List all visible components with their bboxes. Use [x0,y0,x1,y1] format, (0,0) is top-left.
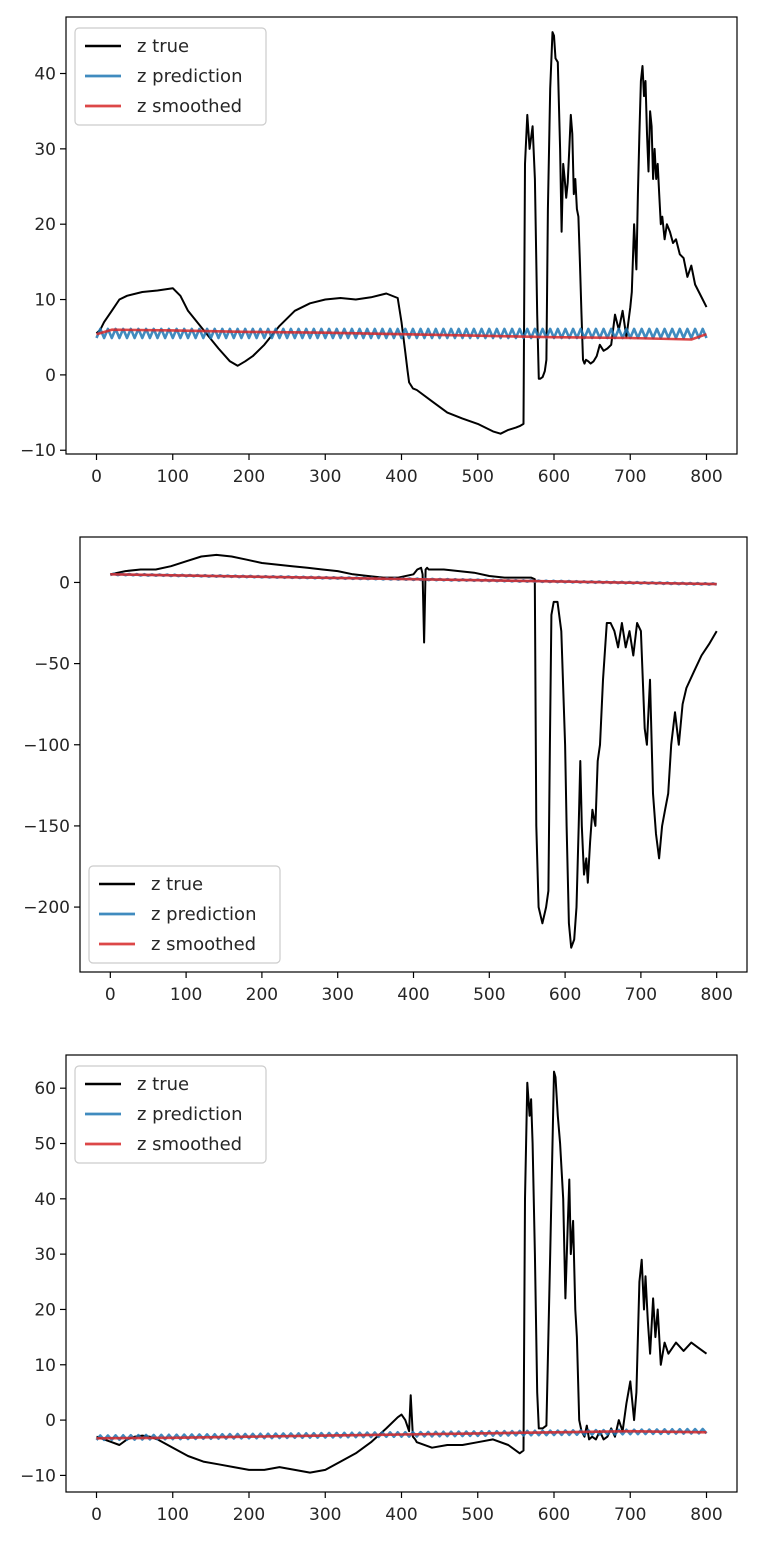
x-tick-label: 400 [397,985,429,1005]
legend-box [88,865,281,964]
series-line-z-smoothed [96,328,707,341]
legend-label-z-smoothed: z smoothed [137,1134,242,1155]
x-tick-label: 700 [625,985,657,1005]
x-tick-label: 300 [321,985,353,1005]
series-line-z-smoothed [110,573,717,586]
y-tick-label: 0 [45,366,56,386]
x-tick-label: 300 [309,467,341,487]
x-tick-label: 100 [157,467,189,487]
y-tick-label: 30 [34,1245,56,1265]
x-tick-label: 800 [690,467,722,487]
y-tick-label: 0 [45,1411,56,1431]
x-tick-label: 700 [614,1505,646,1525]
y-tick-label: 20 [34,215,56,235]
legend-label-z-prediction: z prediction [151,904,256,925]
x-tick-label: 0 [91,467,102,487]
x-tick-label: 100 [157,1505,189,1525]
x-tick-label: 100 [170,985,202,1005]
legend-label-z-smoothed: z smoothed [151,934,256,955]
legend-label-z-true: z true [151,874,203,895]
legend-label-z-true: z true [137,36,189,57]
y-tick-label: 10 [34,1356,56,1376]
x-tick-label: 200 [233,467,265,487]
legend-label-z-true: z true [137,1074,189,1095]
y-tick-label: 50 [34,1135,56,1155]
x-tick-label: 700 [614,467,646,487]
series-line-z-true [110,553,718,949]
series-line-z-smoothed [96,1429,707,1440]
x-tick-label: 200 [246,985,278,1005]
legend-box [74,27,267,126]
x-tick-label: 600 [549,985,581,1005]
chart-2: 0 100 200 300 400 500 600 700 800 −200 −150 −100 −50… [23,536,748,1005]
chart-1: 0 100 200 300 400 500 600 700 800 −10 0 10 20 30 40 z t… [20,16,738,487]
legend-label-z-smoothed: z smoothed [137,96,242,117]
legend-label-z-prediction: z prediction [137,1104,242,1125]
x-tick-label: 0 [91,1505,102,1525]
y-tick-label: 20 [34,1300,56,1320]
y-tick-label: −10 [20,441,56,461]
y-tick-label: −200 [23,898,70,918]
y-tick-label: 40 [34,65,56,85]
x-tick-label: 600 [538,467,570,487]
x-tick-label: 0 [105,985,116,1005]
y-tick-label: 0 [59,573,70,593]
y-tick-label: 60 [34,1079,56,1099]
series-line-z-true [95,31,708,435]
x-tick-label: 200 [233,1505,265,1525]
x-tick-label: 400 [385,1505,417,1525]
y-tick-label: 10 [34,291,56,311]
y-tick-label: −150 [23,817,70,837]
x-tick-label: 400 [385,467,417,487]
x-tick-label: 500 [462,467,494,487]
x-tick-label: 300 [309,1505,341,1525]
x-tick-label: 500 [462,1505,494,1525]
x-tick-label: 800 [690,1505,722,1525]
y-tick-label: −10 [20,1466,56,1486]
chart-3: 0 100 200 300 400 500 600 700 800 −10 0 10 20 30 40 50 6… [20,1054,738,1525]
y-tick-label: 30 [34,140,56,160]
legend: z true z prediction z smoothed [74,1065,267,1164]
y-tick-label: 40 [34,1190,56,1210]
legend-label-z-prediction: z prediction [137,66,242,87]
legend-box [74,1065,267,1164]
series-line-z-true [96,1070,708,1474]
x-tick-label: 600 [538,1505,570,1525]
y-tick-label: −100 [23,736,70,756]
x-tick-label: 500 [473,985,505,1005]
legend: z true z prediction z smoothed [88,865,281,964]
y-tick-label: −50 [34,655,70,675]
x-tick-label: 800 [700,985,732,1005]
legend: z true z prediction z smoothed [74,27,267,126]
